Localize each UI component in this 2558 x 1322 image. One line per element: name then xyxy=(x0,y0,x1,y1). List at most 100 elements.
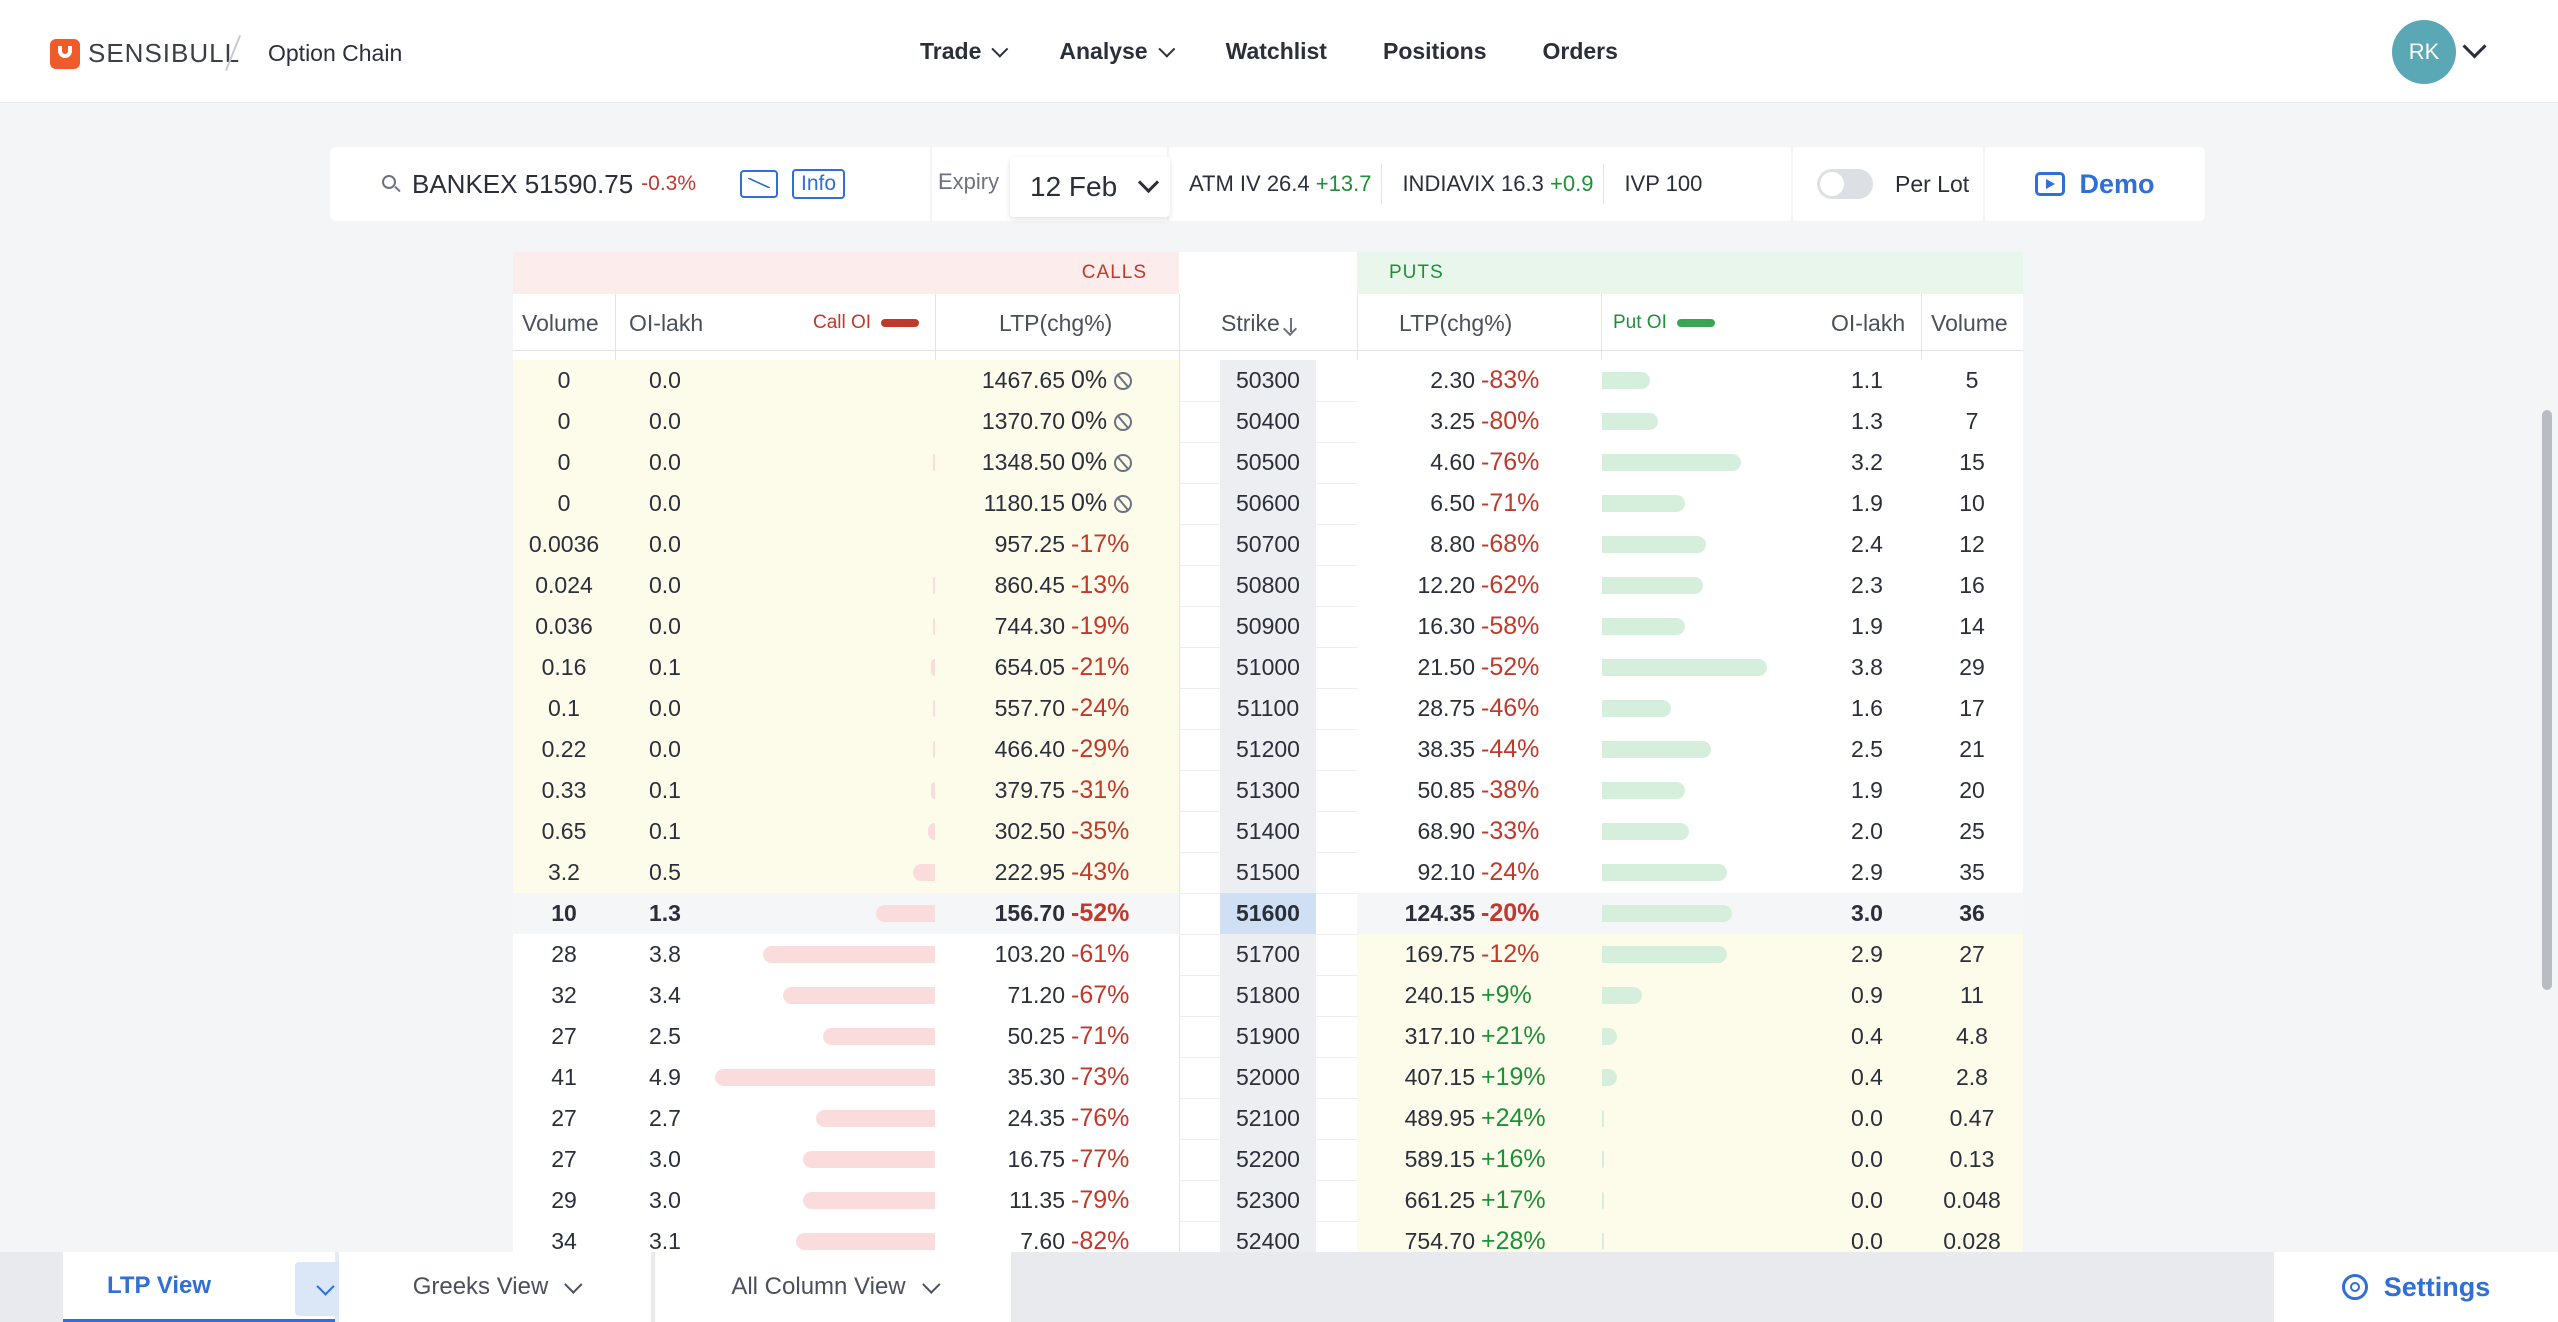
col-call-oi[interactable]: Call OI xyxy=(813,312,920,334)
account-chevron-down-icon[interactable] xyxy=(2462,34,2487,59)
table-row[interactable]: 0.024 0.0 860.45 -13% 50800 12.20 -62% 2.3 16 xyxy=(513,565,2023,607)
put-ltp[interactable]: 4.60 xyxy=(1430,449,1475,475)
demo-button[interactable]: Demo xyxy=(1985,147,2205,221)
settings-button[interactable]: Settings xyxy=(2274,1252,2558,1322)
put-ltp[interactable]: 6.50 xyxy=(1430,490,1475,516)
col-put-ltp[interactable]: LTP(chg%) xyxy=(1399,310,1513,336)
put-ltp[interactable]: 2.30 xyxy=(1430,367,1475,393)
put-ltp[interactable]: 12.20 xyxy=(1417,572,1475,598)
table-row[interactable]: 0.22 0.0 466.40 -29% 51200 38.35 -44% 2.5 21 xyxy=(513,729,2023,771)
call-ltp[interactable]: 1348.50 xyxy=(981,449,1065,475)
put-ltp[interactable]: 240.15 xyxy=(1404,982,1475,1008)
table-row[interactable]: 27 2.7 24.35 -76% 52100 489.95 +24% 0.0 0.47 xyxy=(513,1098,2023,1140)
call-ltp[interactable]: 744.30 xyxy=(994,613,1065,639)
call-ltp[interactable]: 222.95 xyxy=(994,859,1065,885)
put-ltp[interactable]: 489.95 xyxy=(1404,1105,1475,1131)
col-call-oi-lakh[interactable]: OI-lakh xyxy=(629,310,704,336)
ltp-view-tab[interactable]: LTP View xyxy=(63,1252,357,1322)
table-row[interactable]: 27 2.5 50.25 -71% 51900 317.10 +21% 0.4 4.8 xyxy=(513,1016,2023,1058)
put-ltp[interactable]: 68.90 xyxy=(1417,818,1475,844)
call-ltp[interactable]: 379.75 xyxy=(994,777,1065,803)
put-ltp[interactable]: 16.30 xyxy=(1417,613,1475,639)
put-ltp[interactable]: 38.35 xyxy=(1417,736,1475,762)
col-put-volume[interactable]: Volume xyxy=(1931,310,2008,336)
table-scrollbar-thumb[interactable] xyxy=(2542,410,2552,990)
nav-analyse[interactable]: Analyse xyxy=(1059,38,1175,65)
put-ltp[interactable]: 169.75 xyxy=(1404,941,1475,967)
call-ltp[interactable]: 654.05 xyxy=(994,654,1065,680)
call-ltp[interactable]: 466.40 xyxy=(994,736,1065,762)
all-column-view-tab[interactable]: All Column View xyxy=(655,1252,1011,1322)
table-row[interactable]: 3.2 0.5 222.95 -43% 51500 92.10 -24% 2.9 35 xyxy=(513,852,2023,894)
put-ltp[interactable]: 589.15 xyxy=(1404,1146,1475,1172)
put-ltp[interactable]: 92.10 xyxy=(1417,859,1475,885)
symbol-search-box[interactable]: BANKEX 51590.75 -0.3% Info xyxy=(330,147,930,221)
table-row[interactable]: 10 1.3 156.70 -52% 51600 124.35 -20% 3.0 36 xyxy=(513,893,2023,935)
col-call-volume[interactable]: Volume xyxy=(522,310,599,336)
call-ltp[interactable]: 1370.70 xyxy=(981,408,1065,434)
call-change: -79% xyxy=(1071,1180,1171,1221)
per-lot-toggle[interactable] xyxy=(1817,169,1873,199)
call-ltp[interactable]: 7.60 xyxy=(1020,1228,1065,1252)
table-row[interactable]: 41 4.9 35.30 -73% 52000 407.15 +19% 0.4 2.8 xyxy=(513,1057,2023,1099)
table-row[interactable]: 0 0.0 1180.15 0% 50600 6.50 -71% 1.9 10 xyxy=(513,483,2023,525)
user-avatar[interactable]: RK xyxy=(2392,20,2456,84)
put-oi-bar xyxy=(1602,1028,1617,1045)
call-ltp[interactable]: 24.35 xyxy=(1007,1105,1065,1131)
table-row[interactable]: 34 3.1 7.60 -82% 52400 754.70 +28% 0.0 0.028 xyxy=(513,1221,2023,1252)
table-row[interactable]: 0.1 0.0 557.70 -24% 51100 28.75 -46% 1.6 17 xyxy=(513,688,2023,730)
chart-icon[interactable] xyxy=(740,170,779,198)
call-ltp[interactable]: 35.30 xyxy=(1007,1064,1065,1090)
table-row[interactable]: 0 0.0 1348.50 0% 50500 4.60 -76% 3.2 15 xyxy=(513,442,2023,484)
put-ltp[interactable]: 317.10 xyxy=(1404,1023,1475,1049)
call-ltp[interactable]: 156.70 xyxy=(994,900,1065,926)
call-ltp[interactable]: 302.50 xyxy=(994,818,1065,844)
call-ltp[interactable]: 957.25 xyxy=(994,531,1065,557)
table-row[interactable]: 0.16 0.1 654.05 -21% 51000 21.50 -52% 3.8 29 xyxy=(513,647,2023,689)
call-volume: 0 xyxy=(557,449,571,475)
nav-watchlist[interactable]: Watchlist xyxy=(1226,38,1327,65)
put-ltp[interactable]: 3.25 xyxy=(1430,408,1475,434)
call-ltp[interactable]: 71.20 xyxy=(1007,982,1065,1008)
put-ltp[interactable]: 124.35 xyxy=(1404,900,1475,926)
nav-trade[interactable]: Trade xyxy=(920,38,1009,65)
greeks-view-tab[interactable]: Greeks View xyxy=(339,1252,651,1322)
call-ltp[interactable]: 1467.65 xyxy=(981,367,1065,393)
call-ltp[interactable]: 860.45 xyxy=(994,572,1065,598)
call-ltp[interactable]: 50.25 xyxy=(1007,1023,1065,1049)
table-row[interactable]: 0.036 0.0 744.30 -19% 50900 16.30 -58% 1.9 14 xyxy=(513,606,2023,648)
col-call-ltp[interactable]: LTP(chg%) xyxy=(999,310,1113,336)
put-ltp[interactable]: 50.85 xyxy=(1417,777,1475,803)
col-put-oi[interactable]: Put OI xyxy=(1613,312,1715,334)
nav-positions[interactable]: Positions xyxy=(1383,38,1487,65)
table-row[interactable]: 0 0.0 1370.70 0% 50400 3.25 -80% 1.3 7 xyxy=(513,401,2023,443)
table-row[interactable]: 0 0.0 1467.65 0% 50300 2.30 -83% 1.1 5 xyxy=(513,360,2023,402)
table-row[interactable]: 0.65 0.1 302.50 -35% 51400 68.90 -33% 2.0 25 xyxy=(513,811,2023,853)
col-strike[interactable]: Strike xyxy=(1221,310,1292,337)
put-ltp[interactable]: 661.25 xyxy=(1404,1187,1475,1213)
table-row[interactable]: 28 3.8 103.20 -61% 51700 169.75 -12% 2.9 27 xyxy=(513,934,2023,976)
brand-logo[interactable]: SENSIBULL xyxy=(50,38,240,69)
call-ltp[interactable]: 557.70 xyxy=(994,695,1065,721)
col-put-oi-lakh[interactable]: OI-lakh xyxy=(1831,310,1906,336)
table-row[interactable]: 0.0036 0.0 957.25 -17% 50700 8.80 -68% 2.4 12 xyxy=(513,524,2023,566)
put-side-bg xyxy=(1357,1016,2023,1057)
call-ltp[interactable]: 11.35 xyxy=(1009,1187,1065,1213)
info-button[interactable]: Info xyxy=(792,169,846,199)
call-ltp[interactable]: 1180.15 xyxy=(983,490,1065,516)
nav-orders[interactable]: Orders xyxy=(1543,38,1618,65)
call-change: -71% xyxy=(1071,1016,1171,1057)
put-ltp[interactable]: 8.80 xyxy=(1430,531,1475,557)
put-ltp[interactable]: 28.75 xyxy=(1417,695,1475,721)
call-ltp[interactable]: 16.75 xyxy=(1007,1146,1065,1172)
symbol-price[interactable]: BANKEX 51590.75 xyxy=(412,168,634,199)
table-row[interactable]: 27 3.0 16.75 -77% 52200 589.15 +16% 0.0 0.13 xyxy=(513,1139,2023,1181)
put-ltp[interactable]: 21.50 xyxy=(1417,654,1475,680)
call-ltp[interactable]: 103.20 xyxy=(994,941,1065,967)
table-row[interactable]: 0.33 0.1 379.75 -31% 51300 50.85 -38% 1.9 20 xyxy=(513,770,2023,812)
put-ltp[interactable]: 754.70 xyxy=(1404,1228,1475,1252)
table-row[interactable]: 29 3.0 11.35 -79% 52300 661.25 +17% 0.0 0.048 xyxy=(513,1180,2023,1222)
table-row[interactable]: 32 3.4 71.20 -67% 51800 240.15 +9% 0.9 11 xyxy=(513,975,2023,1017)
put-ltp[interactable]: 407.15 xyxy=(1404,1064,1475,1090)
expiry-dropdown[interactable]: 12 Feb xyxy=(1010,157,1170,217)
